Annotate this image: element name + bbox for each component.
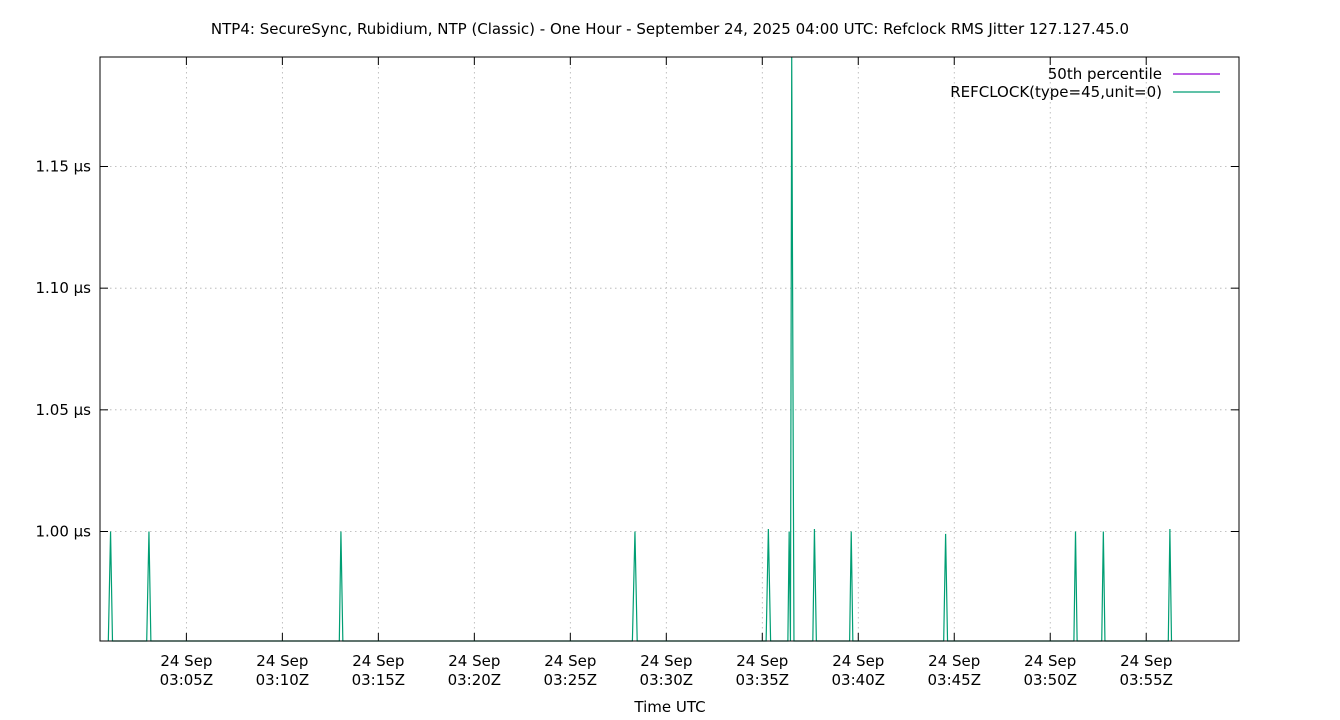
x-tick-label-date: 24 Sep xyxy=(640,652,692,670)
x-tick-label-date: 24 Sep xyxy=(1120,652,1172,670)
x-tick-label-time: 03:55Z xyxy=(1119,671,1173,689)
x-axis-label: Time UTC xyxy=(633,698,705,716)
x-tick-label-time: 03:20Z xyxy=(448,671,502,689)
y-tick-label: 1.00 µs xyxy=(35,523,91,541)
x-tick-label-time: 03:25Z xyxy=(544,671,598,689)
x-tick-label-date: 24 Sep xyxy=(448,652,500,670)
x-tick-label-time: 03:50Z xyxy=(1023,671,1077,689)
x-tick-label-date: 24 Sep xyxy=(256,652,308,670)
x-tick-label-date: 24 Sep xyxy=(544,652,596,670)
x-tick-label-time: 03:05Z xyxy=(160,671,214,689)
x-tick-label-time: 03:15Z xyxy=(352,671,406,689)
grid-lines xyxy=(100,57,1239,641)
series-line-1 xyxy=(107,56,1173,642)
y-tick-label: 1.10 µs xyxy=(35,279,91,297)
x-tick-label-time: 03:10Z xyxy=(256,671,310,689)
x-tick-label-date: 24 Sep xyxy=(736,652,788,670)
x-tick-label-time: 03:45Z xyxy=(927,671,981,689)
x-tick-label-date: 24 Sep xyxy=(928,652,980,670)
x-tick-label-date: 24 Sep xyxy=(832,652,884,670)
y-tick-label: 1.05 µs xyxy=(35,401,91,419)
chart-title: NTP4: SecureSync, Rubidium, NTP (Classic… xyxy=(211,20,1129,38)
y-axis-ticks: 1.00 µs 1.05 µs 1.10 µs 1.15 µs xyxy=(35,158,1239,541)
x-tick-label-time: 03:40Z xyxy=(832,671,886,689)
x-tick-label-date: 24 Sep xyxy=(1024,652,1076,670)
legend-label: REFCLOCK(type=45,unit=0) xyxy=(950,83,1162,101)
legend-label: 50th percentile xyxy=(1048,65,1162,83)
x-tick-label-date: 24 Sep xyxy=(160,652,212,670)
series-layer xyxy=(107,56,1173,642)
plot-frame xyxy=(99,56,1240,642)
y-tick-label: 1.15 µs xyxy=(35,158,91,176)
x-tick-label-time: 03:35Z xyxy=(736,671,790,689)
x-tick-label-date: 24 Sep xyxy=(352,652,404,670)
x-tick-label-time: 03:30Z xyxy=(640,671,694,689)
